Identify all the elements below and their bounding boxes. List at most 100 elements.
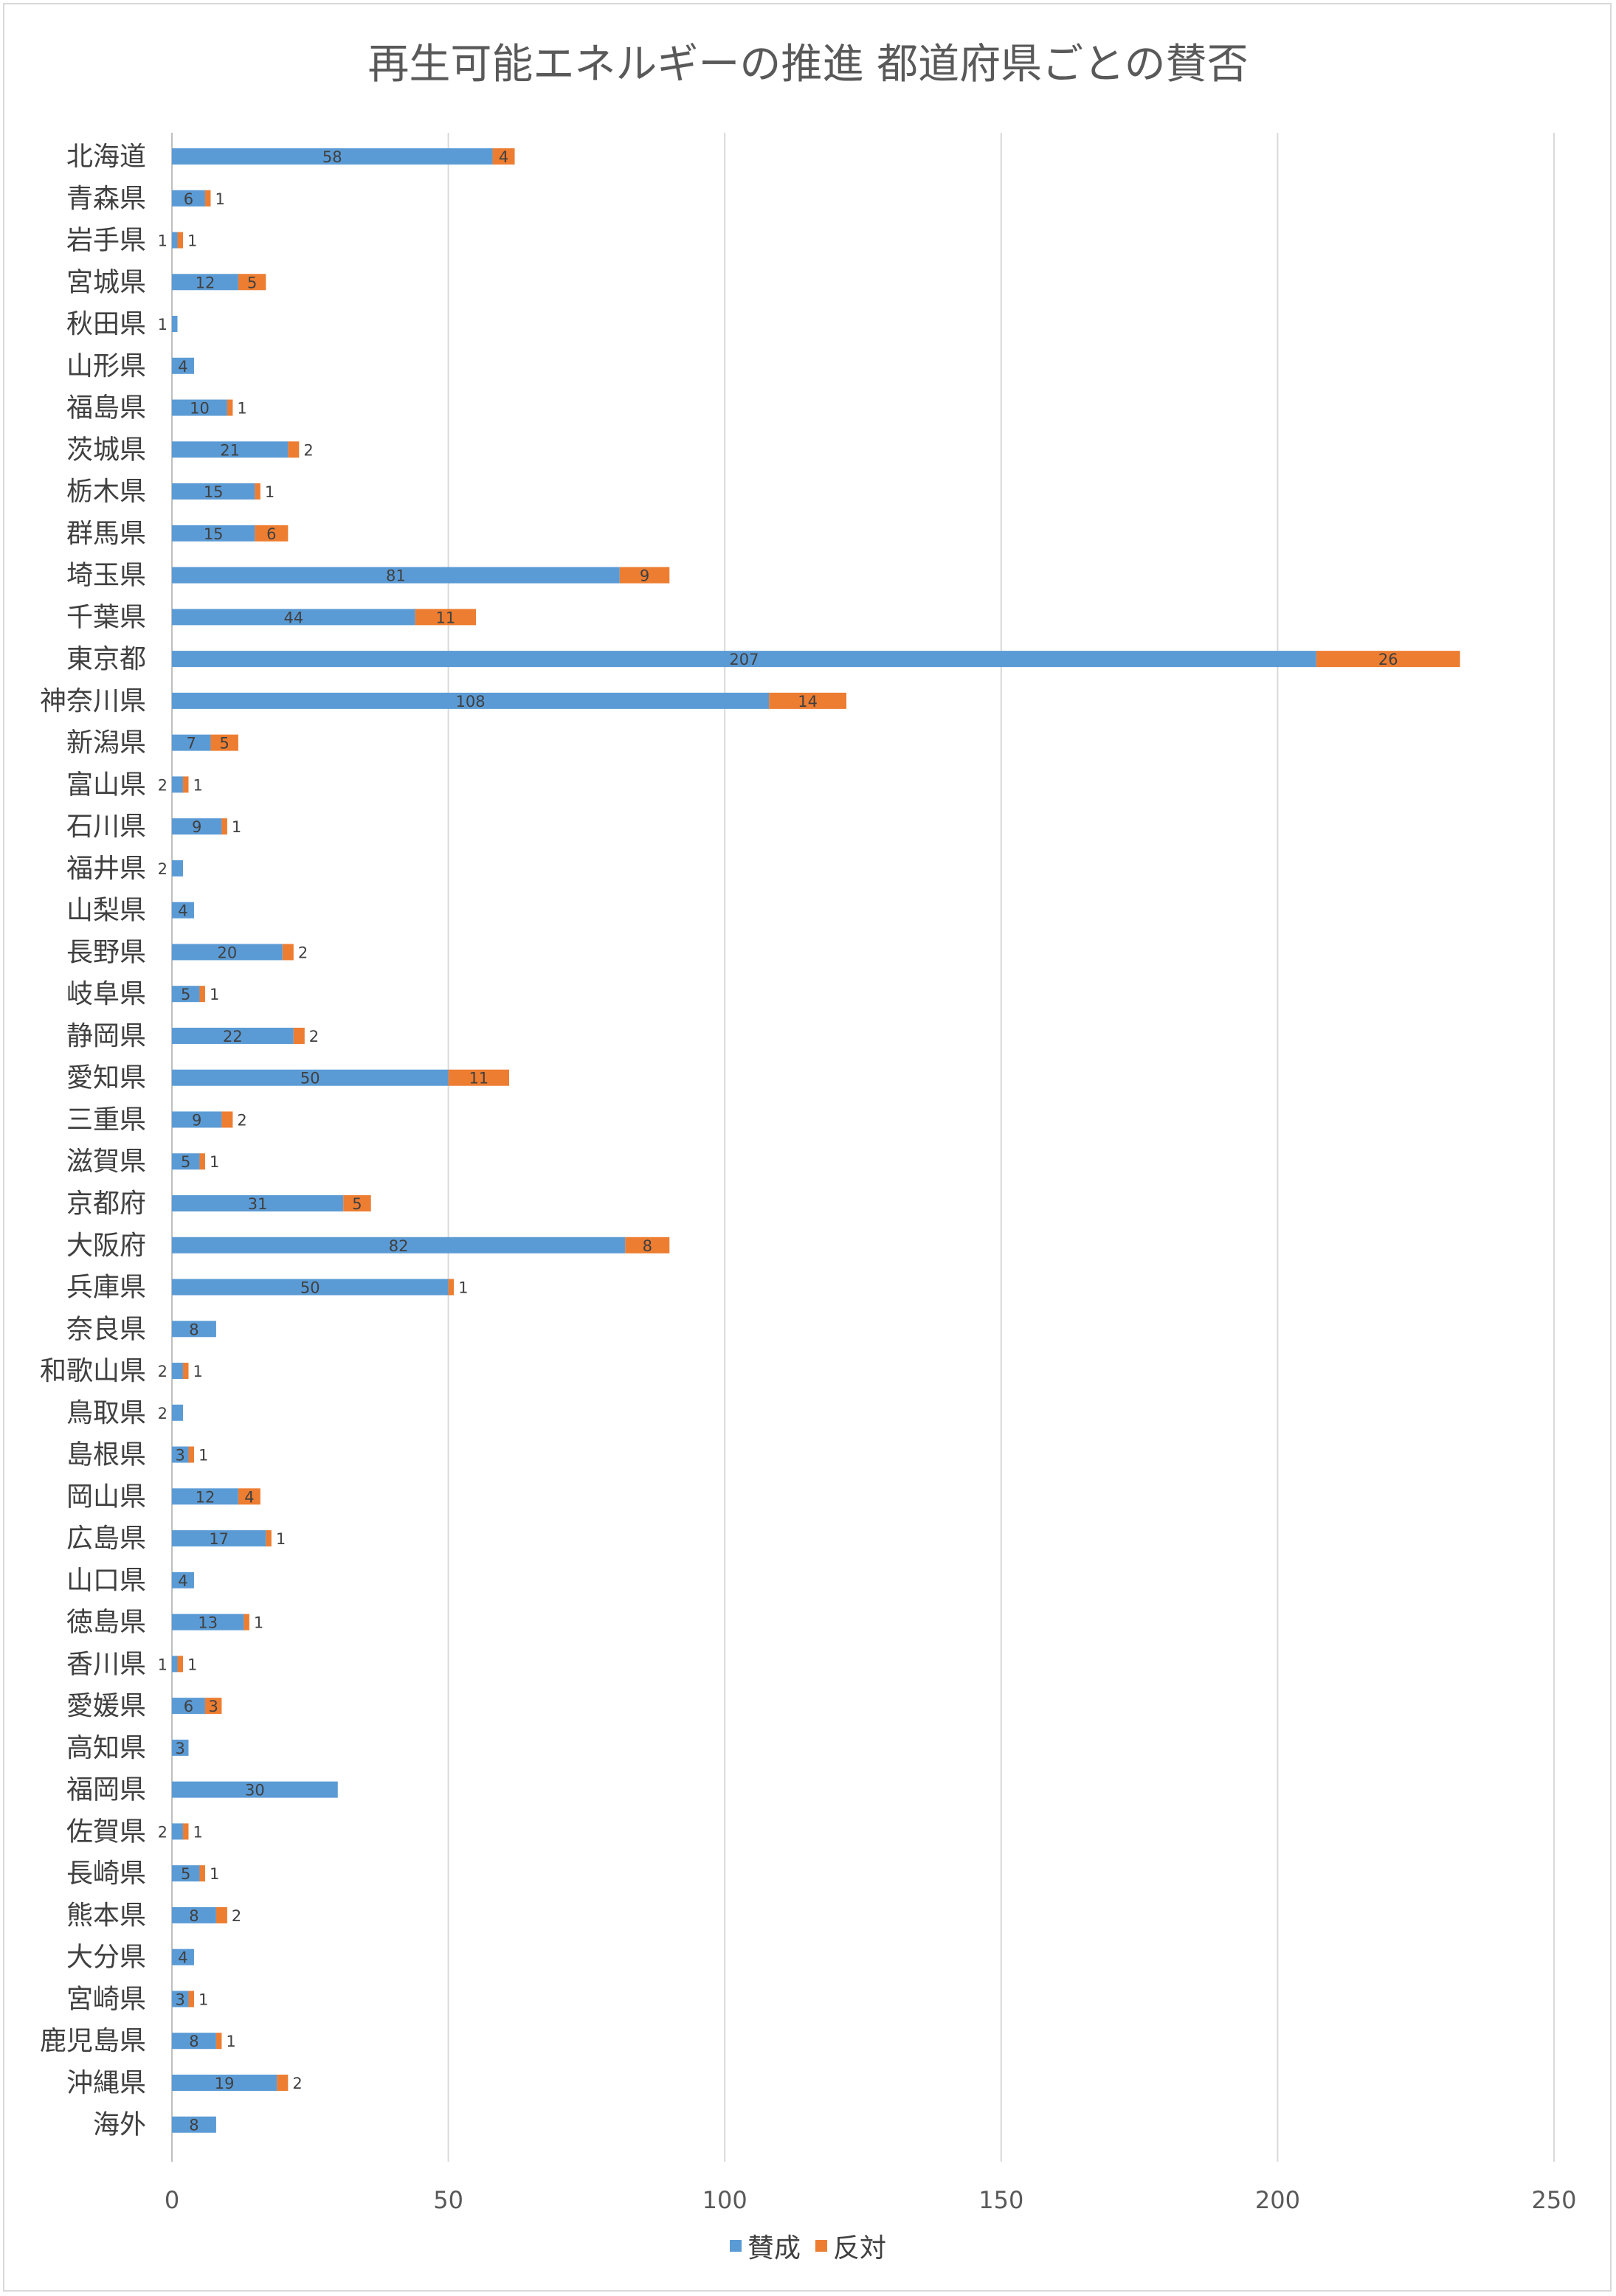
data-label-sansei: 2 bbox=[158, 776, 168, 794]
x-tick-label: 250 bbox=[1531, 2186, 1576, 2214]
bar-sansei bbox=[172, 1195, 344, 1211]
data-label-hantai: 2 bbox=[292, 2075, 302, 2092]
bar-sansei bbox=[172, 1656, 178, 1673]
category-label: 神奈川県 bbox=[40, 686, 146, 716]
bar-sansei bbox=[172, 860, 183, 876]
bar-sansei bbox=[172, 1321, 216, 1338]
data-label-sansei: 10 bbox=[190, 400, 210, 418]
data-label-sansei: 22 bbox=[223, 1028, 243, 1045]
category-label: 秋田県 bbox=[66, 309, 146, 339]
category-label: 埼玉県 bbox=[66, 561, 146, 591]
data-label-sansei: 5 bbox=[181, 1153, 190, 1171]
bar-hantai bbox=[293, 1027, 305, 1044]
data-label-hantai: 11 bbox=[469, 1070, 488, 1088]
data-label-sansei: 82 bbox=[389, 1237, 409, 1255]
category-label: 熊本県 bbox=[66, 1901, 146, 1931]
category-label: 愛知県 bbox=[66, 1063, 146, 1093]
data-label-hantai: 14 bbox=[798, 693, 818, 710]
bar-hantai bbox=[215, 2033, 222, 2050]
bar-sansei bbox=[172, 1823, 183, 1840]
x-tick-label: 50 bbox=[433, 2186, 463, 2214]
data-label-hantai: 1 bbox=[232, 818, 241, 836]
category-label: 栃木県 bbox=[66, 477, 146, 507]
data-label-hantai: 1 bbox=[198, 1991, 208, 2008]
category-label: 高知県 bbox=[66, 1733, 146, 1763]
data-label-hantai: 4 bbox=[499, 148, 508, 166]
bar-hantai bbox=[221, 818, 227, 835]
data-label-hantai: 2 bbox=[298, 944, 308, 961]
data-label-sansei: 1 bbox=[158, 232, 168, 250]
bar-sansei bbox=[172, 1363, 183, 1380]
data-label-sansei: 2 bbox=[158, 860, 168, 878]
bar-hantai bbox=[448, 1069, 510, 1086]
bar-sansei bbox=[172, 1865, 200, 1882]
data-label-sansei: 6 bbox=[184, 1698, 193, 1715]
data-label-sansei: 17 bbox=[209, 1530, 229, 1548]
data-label-sansei: 8 bbox=[189, 1907, 198, 1925]
category-label: 石川県 bbox=[66, 812, 146, 842]
data-label-hantai: 2 bbox=[232, 1907, 241, 1925]
bar-hantai bbox=[288, 441, 300, 458]
bar-sansei bbox=[172, 2033, 216, 2050]
category-label: 愛媛県 bbox=[66, 1691, 146, 1721]
bar-hantai bbox=[182, 776, 189, 793]
bar-hantai bbox=[204, 190, 211, 207]
bar-sansei bbox=[172, 1069, 449, 1086]
bar-sansei bbox=[172, 316, 178, 333]
category-label: 滋賀県 bbox=[66, 1147, 146, 1177]
bar-hantai bbox=[227, 399, 233, 416]
legend-item: 賛成 bbox=[729, 2227, 801, 2265]
category-label: 兵庫県 bbox=[66, 1273, 146, 1303]
bar-hantai bbox=[238, 1488, 260, 1505]
x-tick-label: 150 bbox=[978, 2186, 1023, 2214]
category-label: 宮崎県 bbox=[66, 1984, 146, 2014]
bar-sansei bbox=[172, 1739, 189, 1756]
bar-hantai bbox=[492, 148, 515, 165]
data-label-sansei: 15 bbox=[204, 525, 224, 543]
bar-hantai bbox=[177, 232, 183, 249]
data-label-hantai: 1 bbox=[210, 986, 219, 1003]
bar-sansei bbox=[172, 1153, 200, 1170]
bar-sansei bbox=[172, 1698, 205, 1715]
data-label-sansei: 13 bbox=[198, 1614, 218, 1632]
category-label: 岩手県 bbox=[66, 226, 146, 256]
bar-hantai bbox=[448, 1279, 455, 1296]
bar-sansei bbox=[172, 190, 205, 207]
bar-sansei bbox=[172, 692, 770, 709]
category-label: 鹿児島県 bbox=[40, 2026, 146, 2056]
category-label: 佐賀県 bbox=[66, 1816, 146, 1847]
bar-sansei bbox=[172, 1446, 189, 1463]
category-label: 大分県 bbox=[66, 1943, 146, 1973]
category-label: 京都府 bbox=[66, 1189, 146, 1219]
bar-hantai bbox=[619, 567, 670, 584]
gridlines bbox=[171, 133, 1555, 2162]
bar-sansei bbox=[172, 1781, 338, 1798]
legend-label: 反対 bbox=[833, 2233, 887, 2264]
data-label-hantai: 1 bbox=[458, 1279, 468, 1297]
bar-hantai bbox=[244, 1614, 249, 1631]
data-label-hantai: 5 bbox=[352, 1195, 362, 1213]
x-tick-label: 100 bbox=[702, 2186, 747, 2214]
bar-sansei bbox=[172, 1027, 294, 1044]
category-label: 大阪府 bbox=[66, 1231, 146, 1261]
bar-sansei bbox=[172, 1906, 216, 1923]
data-label-hantai: 3 bbox=[209, 1698, 218, 1715]
x-tick-label: 0 bbox=[165, 2186, 179, 2214]
category-label: 海外 bbox=[93, 2110, 146, 2140]
data-label-hantai: 1 bbox=[265, 483, 274, 501]
bar-sansei bbox=[172, 651, 1316, 668]
data-label-sansei: 207 bbox=[729, 651, 759, 668]
data-label-sansei: 50 bbox=[300, 1279, 320, 1297]
bar-sansei bbox=[172, 944, 283, 961]
category-label: 奈良県 bbox=[66, 1314, 146, 1344]
bar-sansei bbox=[172, 1237, 626, 1254]
bar-hantai bbox=[199, 1153, 205, 1170]
legend-swatch bbox=[729, 2240, 742, 2252]
category-label: 東京都 bbox=[66, 644, 146, 674]
bar-hantai bbox=[199, 1865, 205, 1882]
data-label-hantai: 6 bbox=[266, 525, 276, 543]
x-tick-label: 200 bbox=[1255, 2186, 1300, 2214]
bar-sansei bbox=[172, 274, 238, 291]
